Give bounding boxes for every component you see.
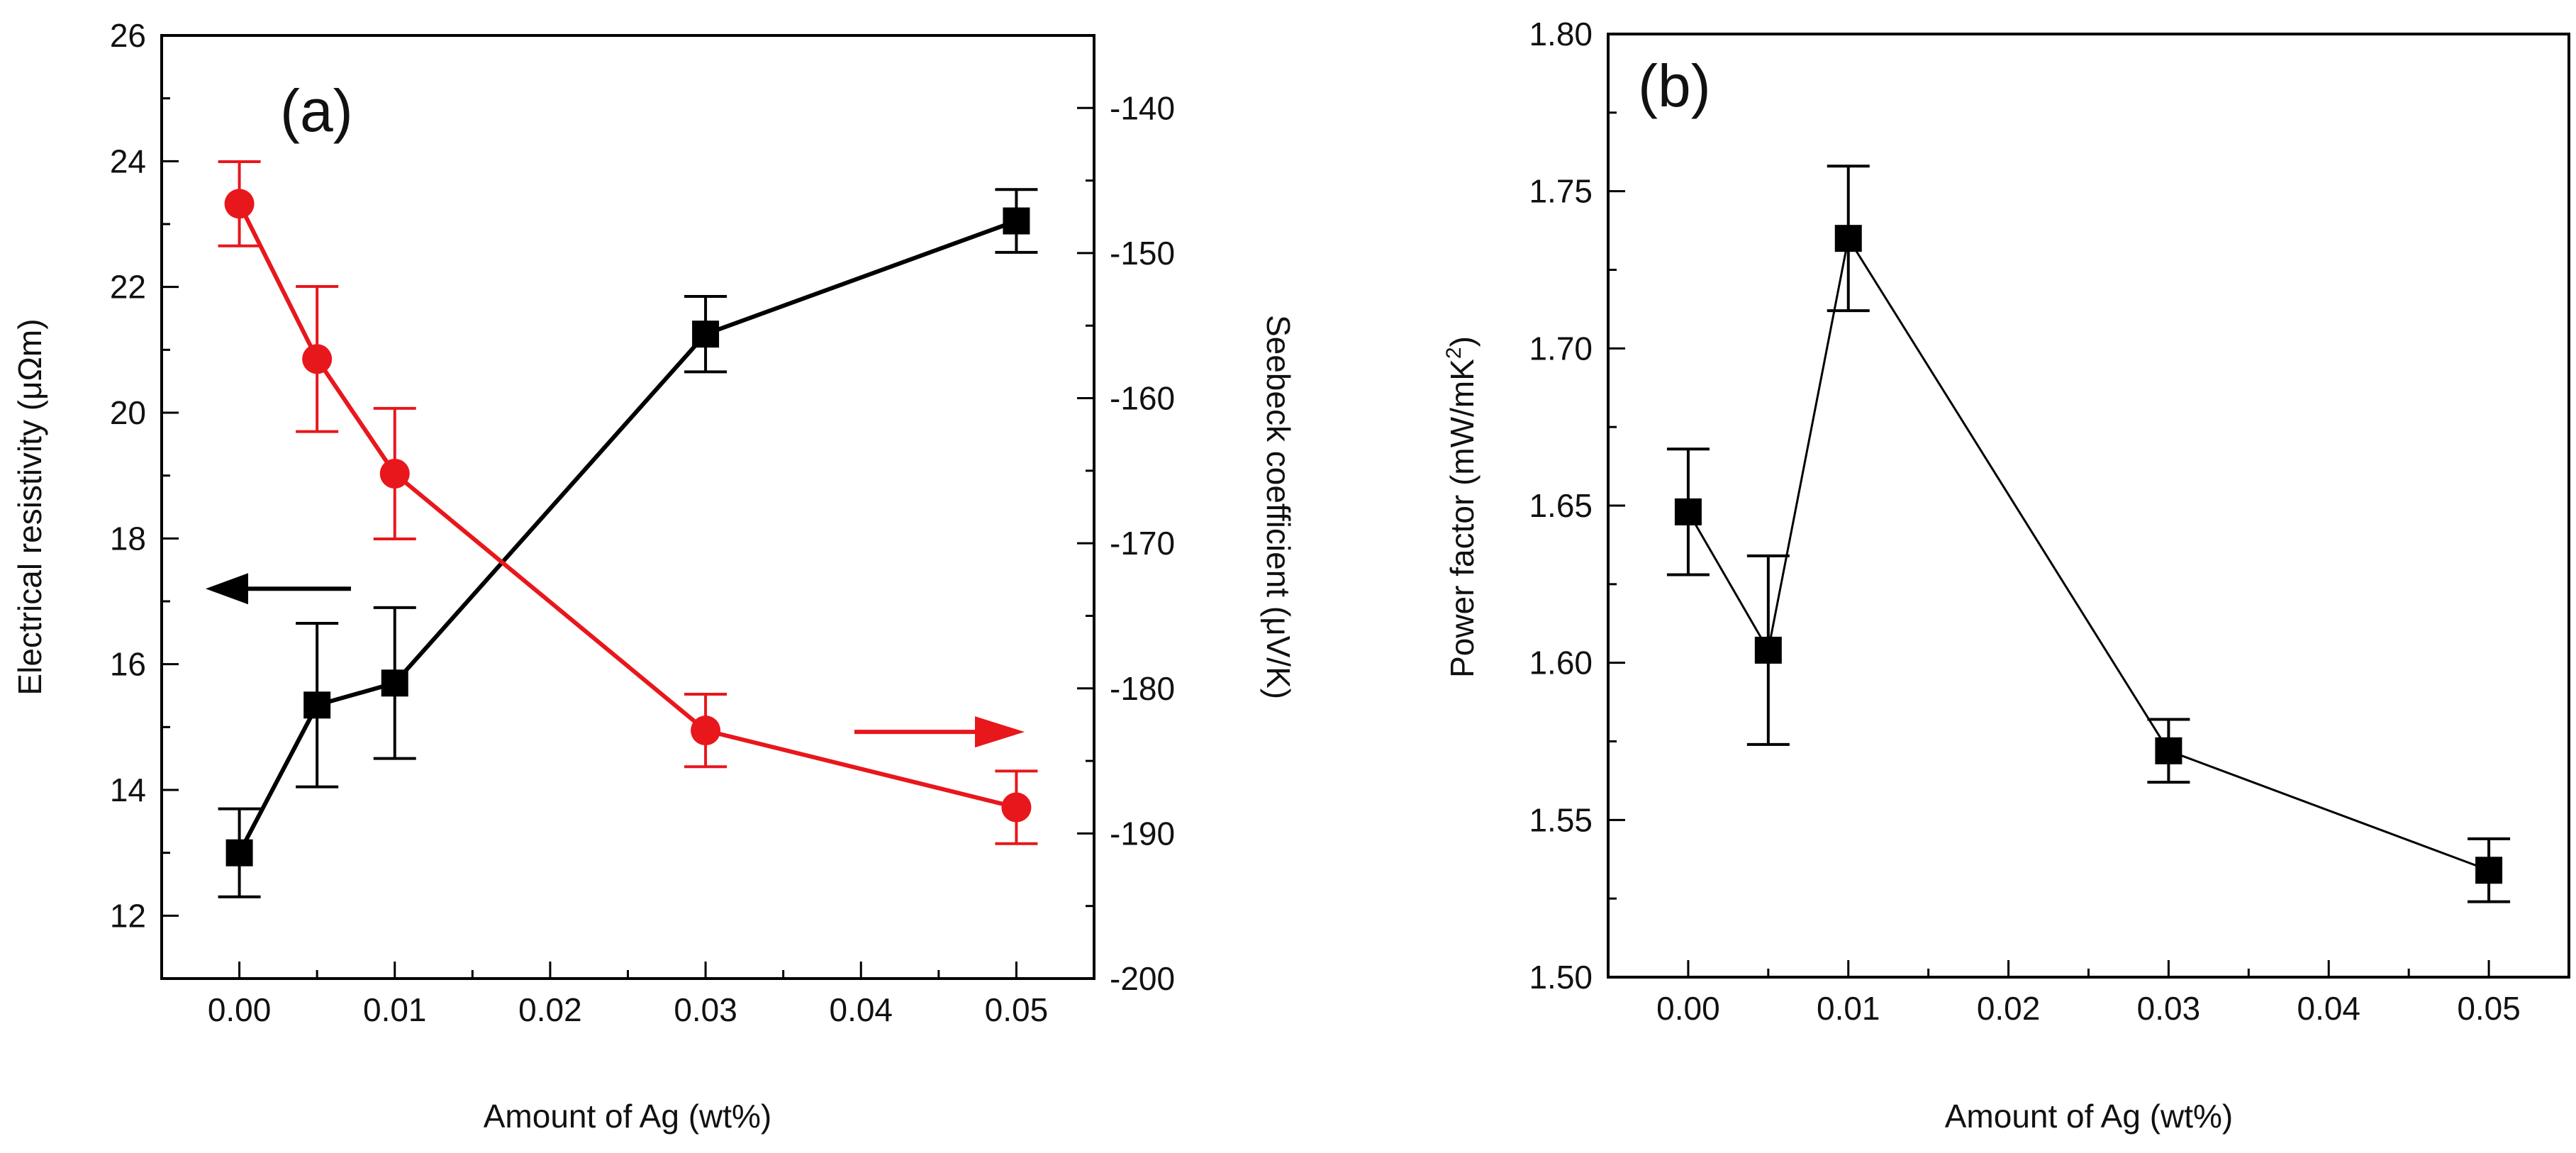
power-factor-series-point: [2155, 737, 2182, 764]
panel-a-left-y-tick-label: 14: [110, 772, 146, 808]
resistivity-series-line: [237, 218, 1017, 854]
resistivity-series-point: [692, 321, 720, 348]
right-axis-arrow-head: [975, 716, 1025, 748]
seebeck-series-point: [302, 344, 333, 374]
panel-b-y-axis-title: Power factor (mW/mK2): [1442, 336, 1481, 678]
panel-a-x-tick-label: 0.01: [363, 991, 427, 1028]
seebeck-series-line: [237, 203, 1017, 810]
panel-b-x-tick-label: 0.04: [2297, 990, 2360, 1027]
panel-a-right-y-tick-label: -140: [1110, 89, 1175, 126]
panel-a-label: (a): [280, 77, 353, 144]
panel-b-frame: [1607, 33, 2570, 979]
power-factor-series-point: [1674, 498, 1702, 525]
panel-b-label: (b): [1638, 52, 1711, 119]
power-factor-series-point: [1754, 636, 1782, 664]
panel-a-left-y-tick-label: 22: [110, 269, 146, 306]
panel-a-right-axis-title: Seebeck coefficient (μV/K): [1260, 315, 1297, 699]
panel-a-chart: 0.00 0.01 0.02 0.03 0.04 0.05 12 14 16 18 20 22 24 26…: [11, 17, 1297, 1135]
panel-a-left-y-tick-label: 26: [110, 17, 146, 54]
panel-a-left-axis-title: Electrical resistivity (μΩm): [11, 318, 48, 695]
panel-a-series: [218, 160, 1038, 898]
panel-a-x-tick-label: 0.02: [518, 991, 582, 1028]
resistivity-series-point: [1003, 207, 1030, 235]
panel-b-y-tick-label: 1.55: [1529, 801, 1593, 838]
resistivity-series-point: [381, 669, 408, 697]
panel-b-y-axis-title-close: ): [1444, 336, 1481, 347]
panel-b-y-tick-label: 1.80: [1529, 16, 1593, 52]
panel-b-x-axis-title: Amount of Ag (wt%): [1945, 1098, 2234, 1135]
panel-b-x-tick-label: 0.03: [2137, 990, 2201, 1027]
panel-b-series: [1666, 165, 2511, 903]
panel-a-left-y-tick-label: 18: [110, 520, 146, 557]
panel-a-right-y-tick-label: -200: [1110, 960, 1175, 997]
power-factor-series-point: [1834, 225, 1862, 252]
panel-a-left-y-tick-label: 12: [110, 897, 146, 934]
panel-b-x-tick-label: 0.02: [1977, 990, 2041, 1027]
panel-b-y-axis-title-sup: 2: [1442, 347, 1466, 359]
panel-a-left-y-tick-label: 16: [110, 646, 146, 683]
panel-a-ticks: [162, 34, 1094, 980]
panel-a-left-y-tick-label: 24: [110, 143, 146, 179]
panel-a-right-y-tick-label: -160: [1110, 380, 1175, 417]
panel-a-frame: [160, 34, 1095, 980]
panel-a-right-y-tick-label: -150: [1110, 235, 1175, 272]
panel-b-y-tick-label: 1.65: [1529, 487, 1593, 524]
panel-b-y-tick-label: 1.75: [1529, 173, 1593, 210]
seebeck-series-point: [379, 458, 410, 489]
panel-a-tick-labels: 0.00 0.01 0.02 0.03 0.04 0.05 12 14 16 18 20 22 24 26…: [110, 17, 1175, 1028]
panel-b-chart: 0.00 0.01 0.02 0.03 0.04 0.05 1.50 1.55 1.60 1.65…: [1442, 16, 2570, 1135]
resistivity-series-point: [303, 691, 331, 719]
seebeck-series-point: [1001, 792, 1032, 823]
panel-b-ticks: [1608, 33, 2490, 979]
panel-a-left-y-tick-label: 20: [110, 394, 146, 431]
seebeck-series-point: [224, 189, 255, 219]
panel-b-tick-labels: 0.00 0.01 0.02 0.03 0.04 0.05 1.50 1.55 1.60 1.65…: [1529, 16, 2520, 1027]
resistivity-series-point: [225, 839, 253, 867]
panel-b-y-tick-label: 1.50: [1529, 959, 1593, 996]
panel-a-x-tick-label: 0.03: [674, 991, 737, 1028]
panel-a-x-tick-label: 0.04: [829, 991, 893, 1028]
panel-a-right-y-tick-label: -190: [1110, 815, 1175, 852]
panel-a-arrows: [206, 573, 1025, 748]
seebeck-series-point: [691, 715, 721, 746]
panel-b-y-axis-title-main: Power factor (mW/mK: [1444, 359, 1481, 678]
left-axis-arrow-head: [206, 573, 248, 605]
panel-a-x-axis-title: Amount of Ag (wt%): [484, 1098, 772, 1135]
panel-b-y-tick-label: 1.70: [1529, 330, 1593, 367]
panel-a-x-tick-label: 0.05: [985, 991, 1049, 1028]
panel-b-x-tick-label: 0.00: [1656, 990, 1720, 1027]
power-factor-series-line: [1687, 235, 2489, 871]
panel-a-x-tick-label: 0.00: [208, 991, 272, 1028]
panel-a-right-y-tick-label: -180: [1110, 670, 1175, 707]
power-factor-series-point: [2475, 857, 2503, 884]
panel-b-y-tick-label: 1.60: [1529, 645, 1593, 681]
panel-b-x-tick-label: 0.01: [1817, 990, 1880, 1027]
panel-a-right-y-tick-label: -170: [1110, 525, 1175, 562]
panel-b-x-tick-label: 0.05: [2457, 990, 2521, 1027]
